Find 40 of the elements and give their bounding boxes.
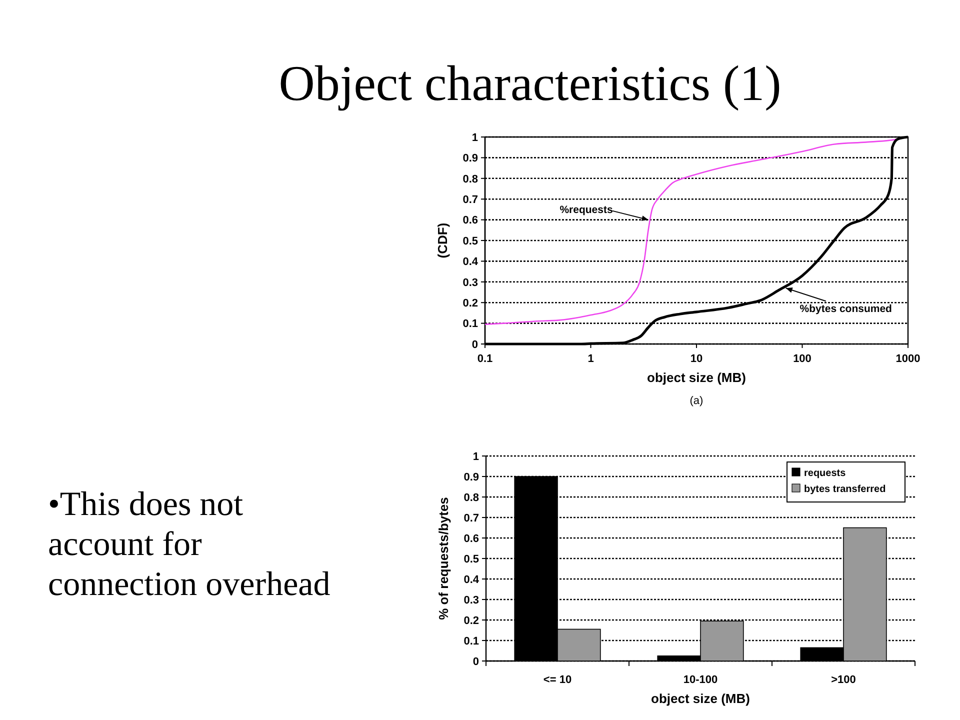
- y-tick-label: 0.1: [464, 635, 479, 648]
- chart-title: Object characteristics (1): [278, 55, 782, 111]
- x-axis-title: object size (MB): [647, 370, 746, 385]
- legend-label: bytes transferred: [804, 484, 886, 495]
- x-tick-label: 10-100: [683, 674, 718, 686]
- y-tick-label: 0.3: [464, 594, 479, 606]
- y-tick-label: 0.2: [464, 614, 479, 627]
- y-tick-label: 0.5: [464, 553, 479, 566]
- y-tick-label: 0.1: [462, 318, 478, 330]
- y-tick-label: 0.6: [464, 532, 479, 545]
- legend-label: requests: [804, 468, 846, 479]
- y-tick-label: 0.8: [462, 173, 478, 186]
- y-tick-label: 1: [472, 450, 479, 463]
- x-tick-label: 1000: [896, 353, 920, 365]
- y-tick-label: 0.9: [462, 152, 478, 165]
- y-axis-title: (CDF): [435, 222, 450, 258]
- y-tick-label: 0.3: [462, 276, 478, 289]
- y-tick-label: 0: [472, 338, 478, 351]
- text: •This does not account for connection overhead: [48, 486, 330, 603]
- y-tick-label: 0.7: [462, 194, 478, 206]
- y-tick-label: 0.4: [464, 574, 480, 586]
- y-tick-label: 0.7: [464, 512, 479, 524]
- y-tick-label: 0: [472, 656, 479, 668]
- text: (a): [690, 395, 704, 407]
- x-tick-label: >100: [831, 674, 856, 686]
- x-tick-label: 100: [793, 353, 812, 365]
- x-axis-title: object size (MB): [651, 691, 750, 706]
- y-axis-title: % of requests/bytes: [436, 497, 451, 620]
- annotation: %requests: [560, 204, 613, 216]
- annotation: %bytes consumed: [800, 303, 892, 316]
- x-tick-label: 10: [690, 353, 703, 365]
- y-tick-label: 0.4: [462, 256, 479, 268]
- y-tick-label: 1: [472, 132, 478, 144]
- y-tick-label: 0.6: [462, 214, 478, 227]
- y-tick-label: 0.8: [464, 492, 479, 504]
- x-tick-label: 1: [588, 353, 594, 365]
- y-tick-label: 0.5: [462, 235, 478, 248]
- y-tick-label: 0.9: [464, 471, 479, 484]
- y-tick-label: 0.2: [462, 297, 478, 310]
- x-tick-label: <= 10: [543, 674, 572, 686]
